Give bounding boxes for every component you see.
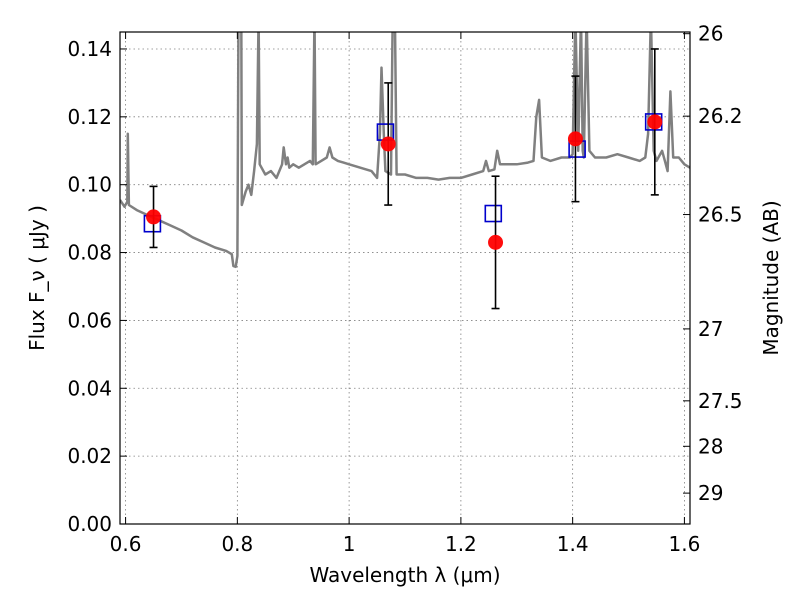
y2-tick-label: 27.5 [698,389,743,413]
y-tick-label: 0.04 [67,376,112,400]
observed-photometry-point [567,131,583,147]
y-axis-title: Flux F_ν ( μJy ) [25,205,49,351]
y-tick-label: 0.02 [67,444,112,468]
y-tick-label: 0.12 [67,105,112,129]
plot-area [120,32,690,310]
x-tick-label: 1.4 [557,532,589,556]
y-tick-label: 0.00 [67,512,112,536]
y-tick-label: 0.06 [67,308,112,332]
y2-tick-label: 26 [698,22,723,46]
observed-photometry-point [488,234,504,250]
plot-frame [119,31,691,525]
y-tick-label: 0.14 [67,37,112,61]
y2-axis: 26 26.2 26.5 27 27.5 28 29 [683,22,743,505]
observed-photometry-point [146,209,162,225]
x-tick-label: 1.6 [669,532,701,556]
y-tick-label: 0.08 [67,241,112,265]
y2-axis-title: Magnitude (AB) [759,200,783,355]
x-tick-label: 0.6 [110,532,142,556]
x-axis: 0.6 0.8 1 1.2 1.4 1.6 [110,32,701,556]
y-tick-label: 0.10 [67,173,112,197]
model-spectrum-line [120,32,690,269]
x-tick-label: 0.8 [221,532,253,556]
y2-tick-label: 28 [698,434,723,458]
y2-tick-label: 29 [698,481,723,505]
x-tick-label: 1 [343,532,356,556]
y-axis: 0.00 0.02 0.04 0.06 0.08 0.10 0.12 0.14 [67,37,127,536]
observed-photometry-series [146,114,663,250]
y2-tick-label: 26.5 [698,203,743,227]
grid-lines [120,32,690,525]
y2-tick-label: 27 [698,317,723,341]
y2-tick-label: 26.2 [698,104,743,128]
x-axis-title: Wavelength λ (μm) [309,563,500,587]
synthetic-photometry-point [484,204,503,223]
observed-photometry-point [380,136,396,152]
observed-photometry-point [647,114,663,130]
x-tick-label: 1.2 [445,532,477,556]
